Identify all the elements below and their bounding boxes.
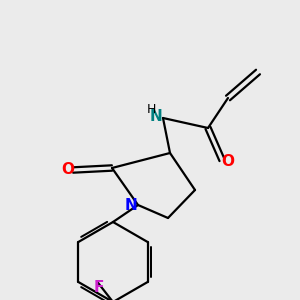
Text: F: F bbox=[93, 280, 104, 295]
Text: H: H bbox=[147, 103, 156, 116]
Text: N: N bbox=[150, 109, 163, 124]
Text: O: O bbox=[61, 163, 74, 178]
Text: N: N bbox=[125, 197, 138, 212]
Text: O: O bbox=[221, 154, 234, 169]
